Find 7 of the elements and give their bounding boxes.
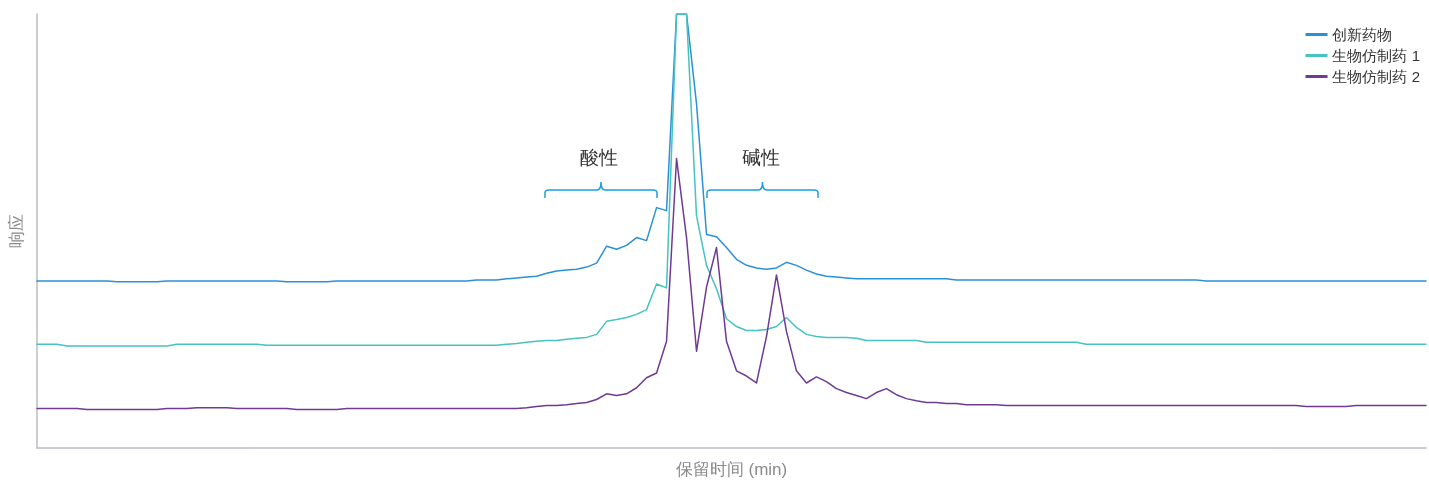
annotation: 酸性: [580, 147, 618, 168]
x-axis-title: 保留时间 (min): [675, 460, 788, 479]
legend-label: 创新药物: [1332, 26, 1393, 43]
legend-label: 生物仿制药 1: [1332, 47, 1421, 64]
legend-label: 生物仿制药 2: [1332, 68, 1421, 85]
annotation: 碱性: [741, 147, 780, 168]
y-axis-title: 响应: [7, 214, 26, 249]
